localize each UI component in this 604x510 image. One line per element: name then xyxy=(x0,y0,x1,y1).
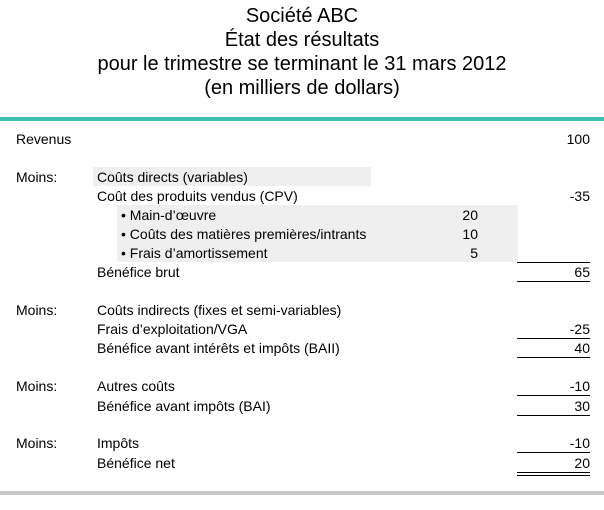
other-costs-label: Autres coûts xyxy=(97,378,175,394)
revenue-label: Revenus xyxy=(16,131,72,147)
statement-title: État des résultats xyxy=(224,29,380,51)
ebit-value: 40 xyxy=(574,340,590,356)
materials-label: • Coûts des matières premières/intrants xyxy=(121,226,367,242)
company-name: Société ABC xyxy=(245,5,359,27)
labor-label: • Main-d’œuvre xyxy=(121,207,217,223)
revenue-value: 100 xyxy=(566,131,590,147)
gross-profit-label: Bénéfice brut xyxy=(97,264,180,280)
net-income-value: 20 xyxy=(574,455,590,471)
ebit-rule xyxy=(517,338,590,339)
less-label-3: Moins: xyxy=(16,378,58,394)
gross-profit-underline xyxy=(517,281,590,282)
ebt-rule xyxy=(517,395,590,396)
ebit-label: Bénéfice avant intérêts et impôts (BAII) xyxy=(97,340,340,356)
gross-profit-value: 65 xyxy=(574,264,590,280)
labor-value: 20 xyxy=(462,207,478,223)
cogs-value: -35 xyxy=(569,188,590,204)
net-income-double-underline-1 xyxy=(517,472,590,473)
direct-costs-label: Coûts directs (variables) xyxy=(97,169,248,185)
operating-expenses-value: -25 xyxy=(569,321,590,337)
depreciation-value: 5 xyxy=(470,245,478,261)
statement-units: (en milliers de dollars) xyxy=(204,77,400,99)
net-income-double-underline-2 xyxy=(517,475,590,476)
header-divider xyxy=(0,117,604,121)
net-income-rule xyxy=(517,452,590,453)
footer-divider xyxy=(0,491,604,495)
other-costs-value: -10 xyxy=(569,378,590,394)
statement-header: Société ABC État des résultats pour le t… xyxy=(0,4,604,100)
ebt-label: Bénéfice avant impôts (BAI) xyxy=(97,398,271,414)
depreciation-label: • Frais d’amortissement xyxy=(121,245,268,261)
cogs-label: Coût des produits vendus (CPV) xyxy=(97,188,298,204)
materials-value: 10 xyxy=(462,226,478,242)
taxes-value: -10 xyxy=(569,435,590,451)
ebt-value: 30 xyxy=(574,398,590,414)
gross-profit-rule xyxy=(517,262,590,263)
ebt-underline xyxy=(517,415,590,416)
less-label-2: Moins: xyxy=(16,302,58,318)
taxes-label: Impôts xyxy=(97,435,140,451)
operating-expenses-label: Frais d’exploitation/VGA xyxy=(97,321,248,337)
ebit-underline xyxy=(517,357,590,358)
less-label-1: Moins: xyxy=(16,169,58,185)
cost-breakdown-highlight xyxy=(117,205,518,262)
net-income-label: Bénéfice net xyxy=(97,455,175,471)
statement-period: pour le trimestre se terminant le 31 mar… xyxy=(97,53,507,75)
indirect-costs-label: Coûts indirects (fixes et semi-variables… xyxy=(97,302,342,318)
less-label-4: Moins: xyxy=(16,435,58,451)
direct-costs-highlight xyxy=(93,167,371,186)
